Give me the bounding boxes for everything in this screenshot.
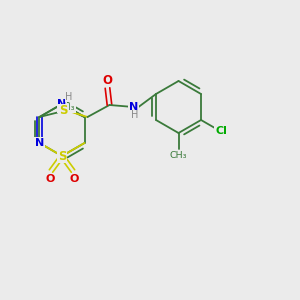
- Text: S: S: [58, 149, 66, 163]
- Text: Cl: Cl: [215, 127, 227, 136]
- Text: H: H: [65, 92, 73, 102]
- Text: O: O: [69, 174, 79, 184]
- Text: CH₃: CH₃: [58, 103, 75, 112]
- Text: N: N: [57, 99, 67, 109]
- Text: S: S: [59, 104, 68, 118]
- Text: N: N: [129, 102, 138, 112]
- Text: CH₃: CH₃: [170, 152, 187, 160]
- Text: O: O: [45, 174, 55, 184]
- Text: N: N: [35, 138, 44, 148]
- Text: H: H: [131, 110, 138, 120]
- Text: O: O: [103, 74, 112, 86]
